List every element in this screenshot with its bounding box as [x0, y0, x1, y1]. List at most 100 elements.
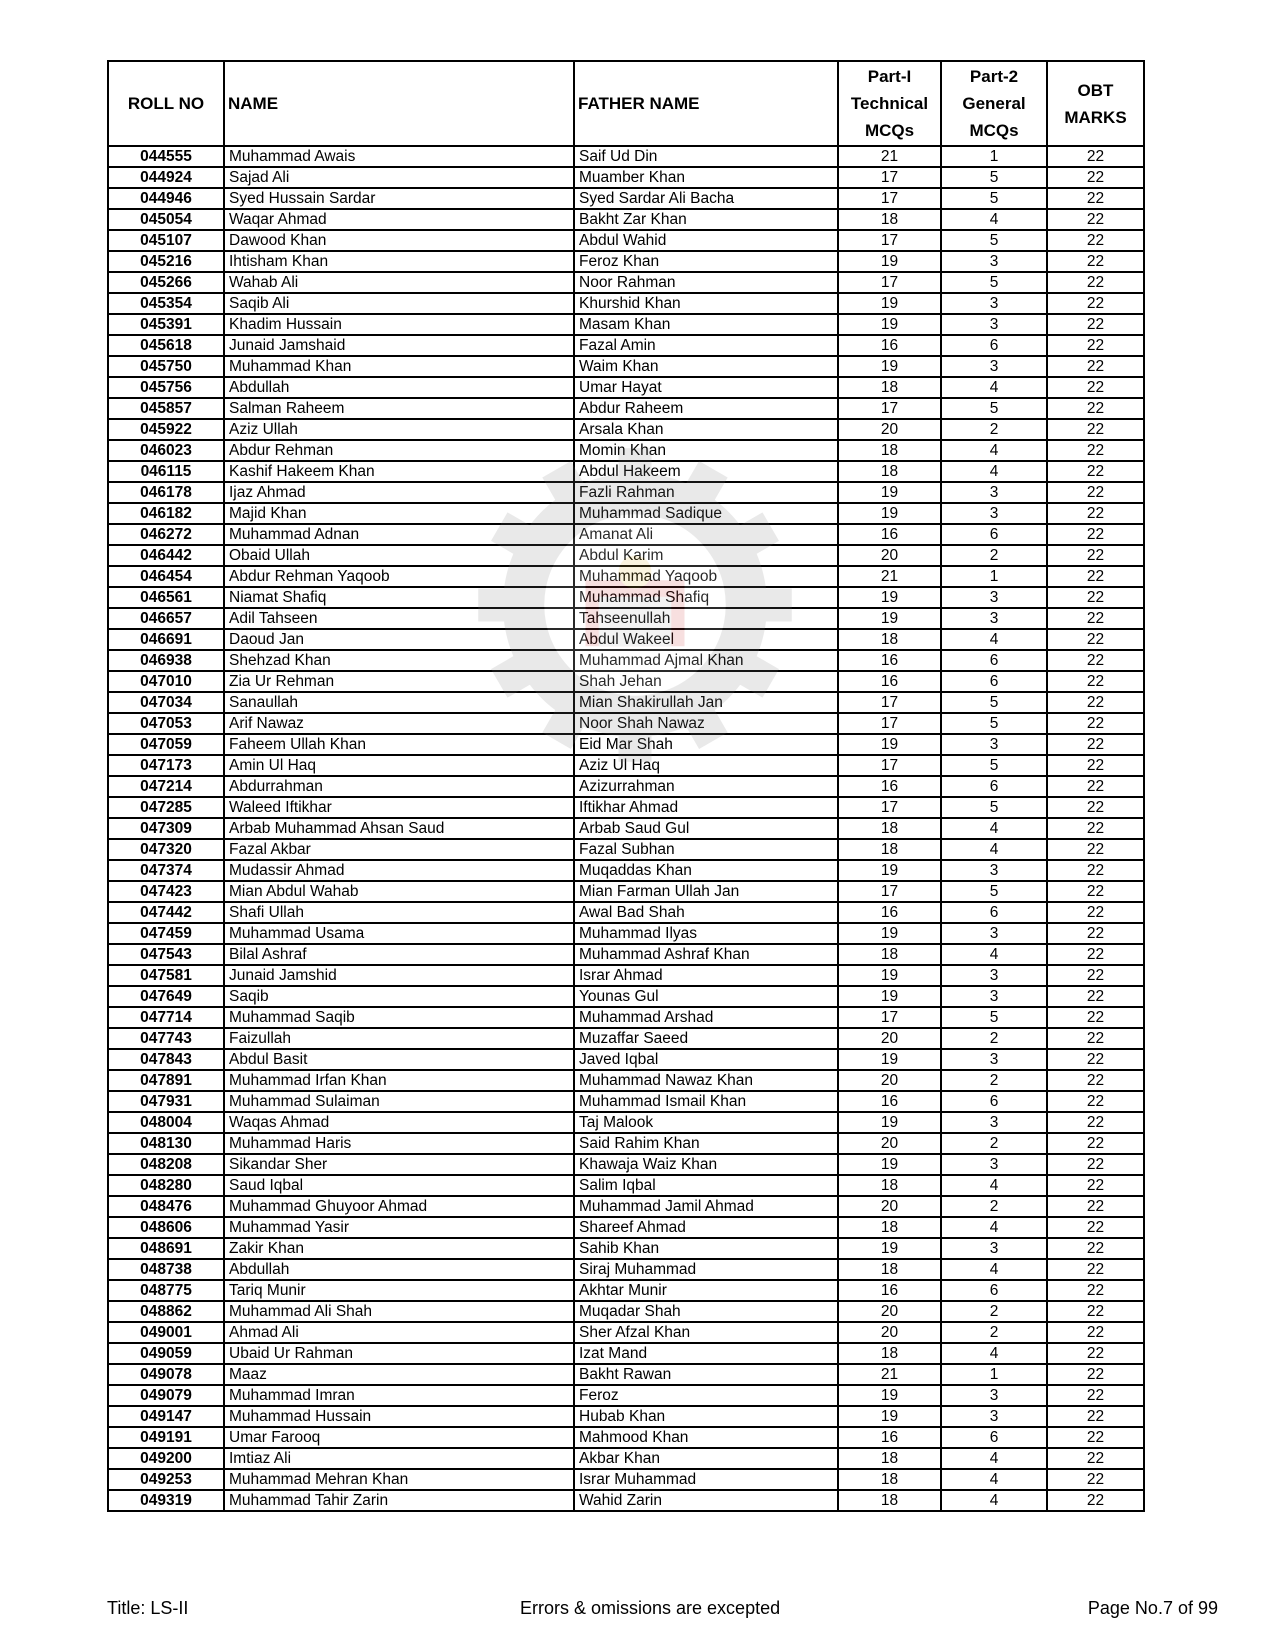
- father-name-cell: Mian Shakirullah Jan: [573, 691, 839, 714]
- header-part2-line: MCQs: [969, 121, 1019, 140]
- obt-marks-cell: 22: [1046, 418, 1145, 441]
- part2-marks-cell: 2: [940, 1195, 1048, 1218]
- father-name-cell: Muhammad Sadique: [573, 502, 839, 525]
- obt-marks-cell: 22: [1046, 607, 1145, 630]
- obt-marks-cell: 22: [1046, 838, 1145, 861]
- part2-marks-cell: 4: [940, 1489, 1048, 1512]
- part1-marks-cell: 19: [837, 355, 942, 378]
- roll-no-cell: 048280: [107, 1174, 225, 1197]
- table-row: 047649 Saqib Younas Gul 19 3 22: [107, 985, 1145, 1008]
- obt-marks-cell: 22: [1046, 1132, 1145, 1155]
- table-row: 049147 Muhammad Hussain Hubab Khan 19 3 22: [107, 1405, 1145, 1428]
- part2-marks-cell: 3: [940, 985, 1048, 1008]
- obt-marks-cell: 22: [1046, 1195, 1145, 1218]
- table-row: 049079 Muhammad Imran Feroz 19 3 22: [107, 1384, 1145, 1407]
- header-part2-line: General: [962, 94, 1026, 113]
- table-row: 046561 Niamat Shafiq Muhammad Shafiq 19 3 22: [107, 586, 1145, 609]
- table-row: 048606 Muhammad Yasir Shareef Ahmad 18 4 22: [107, 1216, 1145, 1239]
- father-name-cell: Khurshid Khan: [573, 292, 839, 315]
- name-cell: Shafi Ullah: [223, 901, 575, 924]
- roll-no-cell: 048862: [107, 1300, 225, 1323]
- table-row: 048476 Muhammad Ghuyoor Ahmad Muhammad Jam…: [107, 1195, 1145, 1218]
- part2-marks-cell: 1: [940, 1363, 1048, 1386]
- table-row: 048691 Zakir Khan Sahib Khan 19 3 22: [107, 1237, 1145, 1260]
- roll-no-cell: 049059: [107, 1342, 225, 1365]
- table-row: 048775 Tariq Munir Akhtar Munir 16 6 22: [107, 1279, 1145, 1302]
- part2-marks-cell: 4: [940, 1258, 1048, 1281]
- father-name-cell: Muqaddas Khan: [573, 859, 839, 882]
- name-cell: Muhammad Saqib: [223, 1006, 575, 1029]
- roll-no-cell: 049200: [107, 1447, 225, 1470]
- obt-marks-cell: 22: [1046, 1006, 1145, 1029]
- name-cell: Adil Tahseen: [223, 607, 575, 630]
- table-row: 049078 Maaz Bakht Rawan 21 1 22: [107, 1363, 1145, 1386]
- father-name-cell: Akbar Khan: [573, 1447, 839, 1470]
- part2-marks-cell: 4: [940, 208, 1048, 231]
- part1-marks-cell: 18: [837, 439, 942, 462]
- roll-no-cell: 045750: [107, 355, 225, 378]
- father-name-cell: Mian Farman Ullah Jan: [573, 880, 839, 903]
- father-name-cell: Muhammad Ashraf Khan: [573, 943, 839, 966]
- part1-marks-cell: 19: [837, 292, 942, 315]
- name-cell: Shehzad Khan: [223, 649, 575, 672]
- table-row: 047743 Faizullah Muzaffar Saeed 20 2 22: [107, 1027, 1145, 1050]
- obt-marks-cell: 22: [1046, 712, 1145, 735]
- results-body: 044555 Muhammad Awais Saif Ud Din 21 1 22 0449…: [107, 145, 1145, 1512]
- father-name-cell: Shareef Ahmad: [573, 1216, 839, 1239]
- table-row: 049001 Ahmad Ali Sher Afzal Khan 20 2 22: [107, 1321, 1145, 1344]
- name-cell: Muhammad Ghuyoor Ahmad: [223, 1195, 575, 1218]
- obt-marks-cell: 22: [1046, 586, 1145, 609]
- roll-no-cell: 047053: [107, 712, 225, 735]
- obt-marks-cell: 22: [1046, 964, 1145, 987]
- name-cell: Sanaullah: [223, 691, 575, 714]
- part1-marks-cell: 19: [837, 1237, 942, 1260]
- part2-marks-cell: 4: [940, 628, 1048, 651]
- table-row: 046657 Adil Tahseen Tahseenullah 19 3 22: [107, 607, 1145, 630]
- name-cell: Khadim Hussain: [223, 313, 575, 336]
- name-cell: Muhammad Khan: [223, 355, 575, 378]
- part1-marks-cell: 20: [837, 1069, 942, 1092]
- name-cell: Aziz Ullah: [223, 418, 575, 441]
- name-cell: Muhammad Usama: [223, 922, 575, 945]
- part1-marks-cell: 18: [837, 1468, 942, 1491]
- obt-marks-cell: 22: [1046, 1111, 1145, 1134]
- obt-marks-cell: 22: [1046, 649, 1145, 672]
- part2-marks-cell: 3: [940, 733, 1048, 756]
- table-row: 047010 Zia Ur Rehman Shah Jehan 16 6 22: [107, 670, 1145, 693]
- roll-no-cell: 045922: [107, 418, 225, 441]
- table-row: 049191 Umar Farooq Mahmood Khan 16 6 22: [107, 1426, 1145, 1449]
- obt-marks-cell: 22: [1046, 1468, 1145, 1491]
- name-cell: Abdullah: [223, 376, 575, 399]
- father-name-cell: Salim Iqbal: [573, 1174, 839, 1197]
- father-name-cell: Waim Khan: [573, 355, 839, 378]
- table-row: 046115 Kashif Hakeem Khan Abdul Hakeem 18 4 2…: [107, 460, 1145, 483]
- name-cell: Saud Iqbal: [223, 1174, 575, 1197]
- roll-no-cell: 048476: [107, 1195, 225, 1218]
- roll-no-cell: 045857: [107, 397, 225, 420]
- table-row: 047034 Sanaullah Mian Shakirullah Jan 17 5 22: [107, 691, 1145, 714]
- part2-marks-cell: 3: [940, 1384, 1048, 1407]
- father-name-cell: Sher Afzal Khan: [573, 1321, 839, 1344]
- name-cell: Saqib Ali: [223, 292, 575, 315]
- table-row: 046272 Muhammad Adnan Amanat Ali 16 6 22: [107, 523, 1145, 546]
- part2-marks-cell: 5: [940, 166, 1048, 189]
- roll-no-cell: 047714: [107, 1006, 225, 1029]
- father-name-cell: Aziz Ul Haq: [573, 754, 839, 777]
- roll-no-cell: 047543: [107, 943, 225, 966]
- obt-marks-cell: 22: [1046, 502, 1145, 525]
- table-row: 047423 Mian Abdul Wahab Mian Farman Ullah …: [107, 880, 1145, 903]
- footer-page-number: Page No.7 of 99: [1087, 1598, 1218, 1618]
- obt-marks-cell: 22: [1046, 1300, 1145, 1323]
- part1-marks-cell: 19: [837, 250, 942, 273]
- roll-no-cell: 047843: [107, 1048, 225, 1071]
- roll-no-cell: 045391: [107, 313, 225, 336]
- roll-no-cell: 048775: [107, 1279, 225, 1302]
- part1-marks-cell: 20: [837, 1195, 942, 1218]
- part1-marks-cell: 17: [837, 712, 942, 735]
- roll-no-cell: 049147: [107, 1405, 225, 1428]
- roll-no-cell: 046561: [107, 586, 225, 609]
- table-row: 047053 Arif Nawaz Noor Shah Nawaz 17 5 22: [107, 712, 1145, 735]
- obt-marks-cell: 22: [1046, 397, 1145, 420]
- father-name-cell: Abdul Hakeem: [573, 460, 839, 483]
- table-row: 047320 Fazal Akbar Fazal Subhan 18 4 22: [107, 838, 1145, 861]
